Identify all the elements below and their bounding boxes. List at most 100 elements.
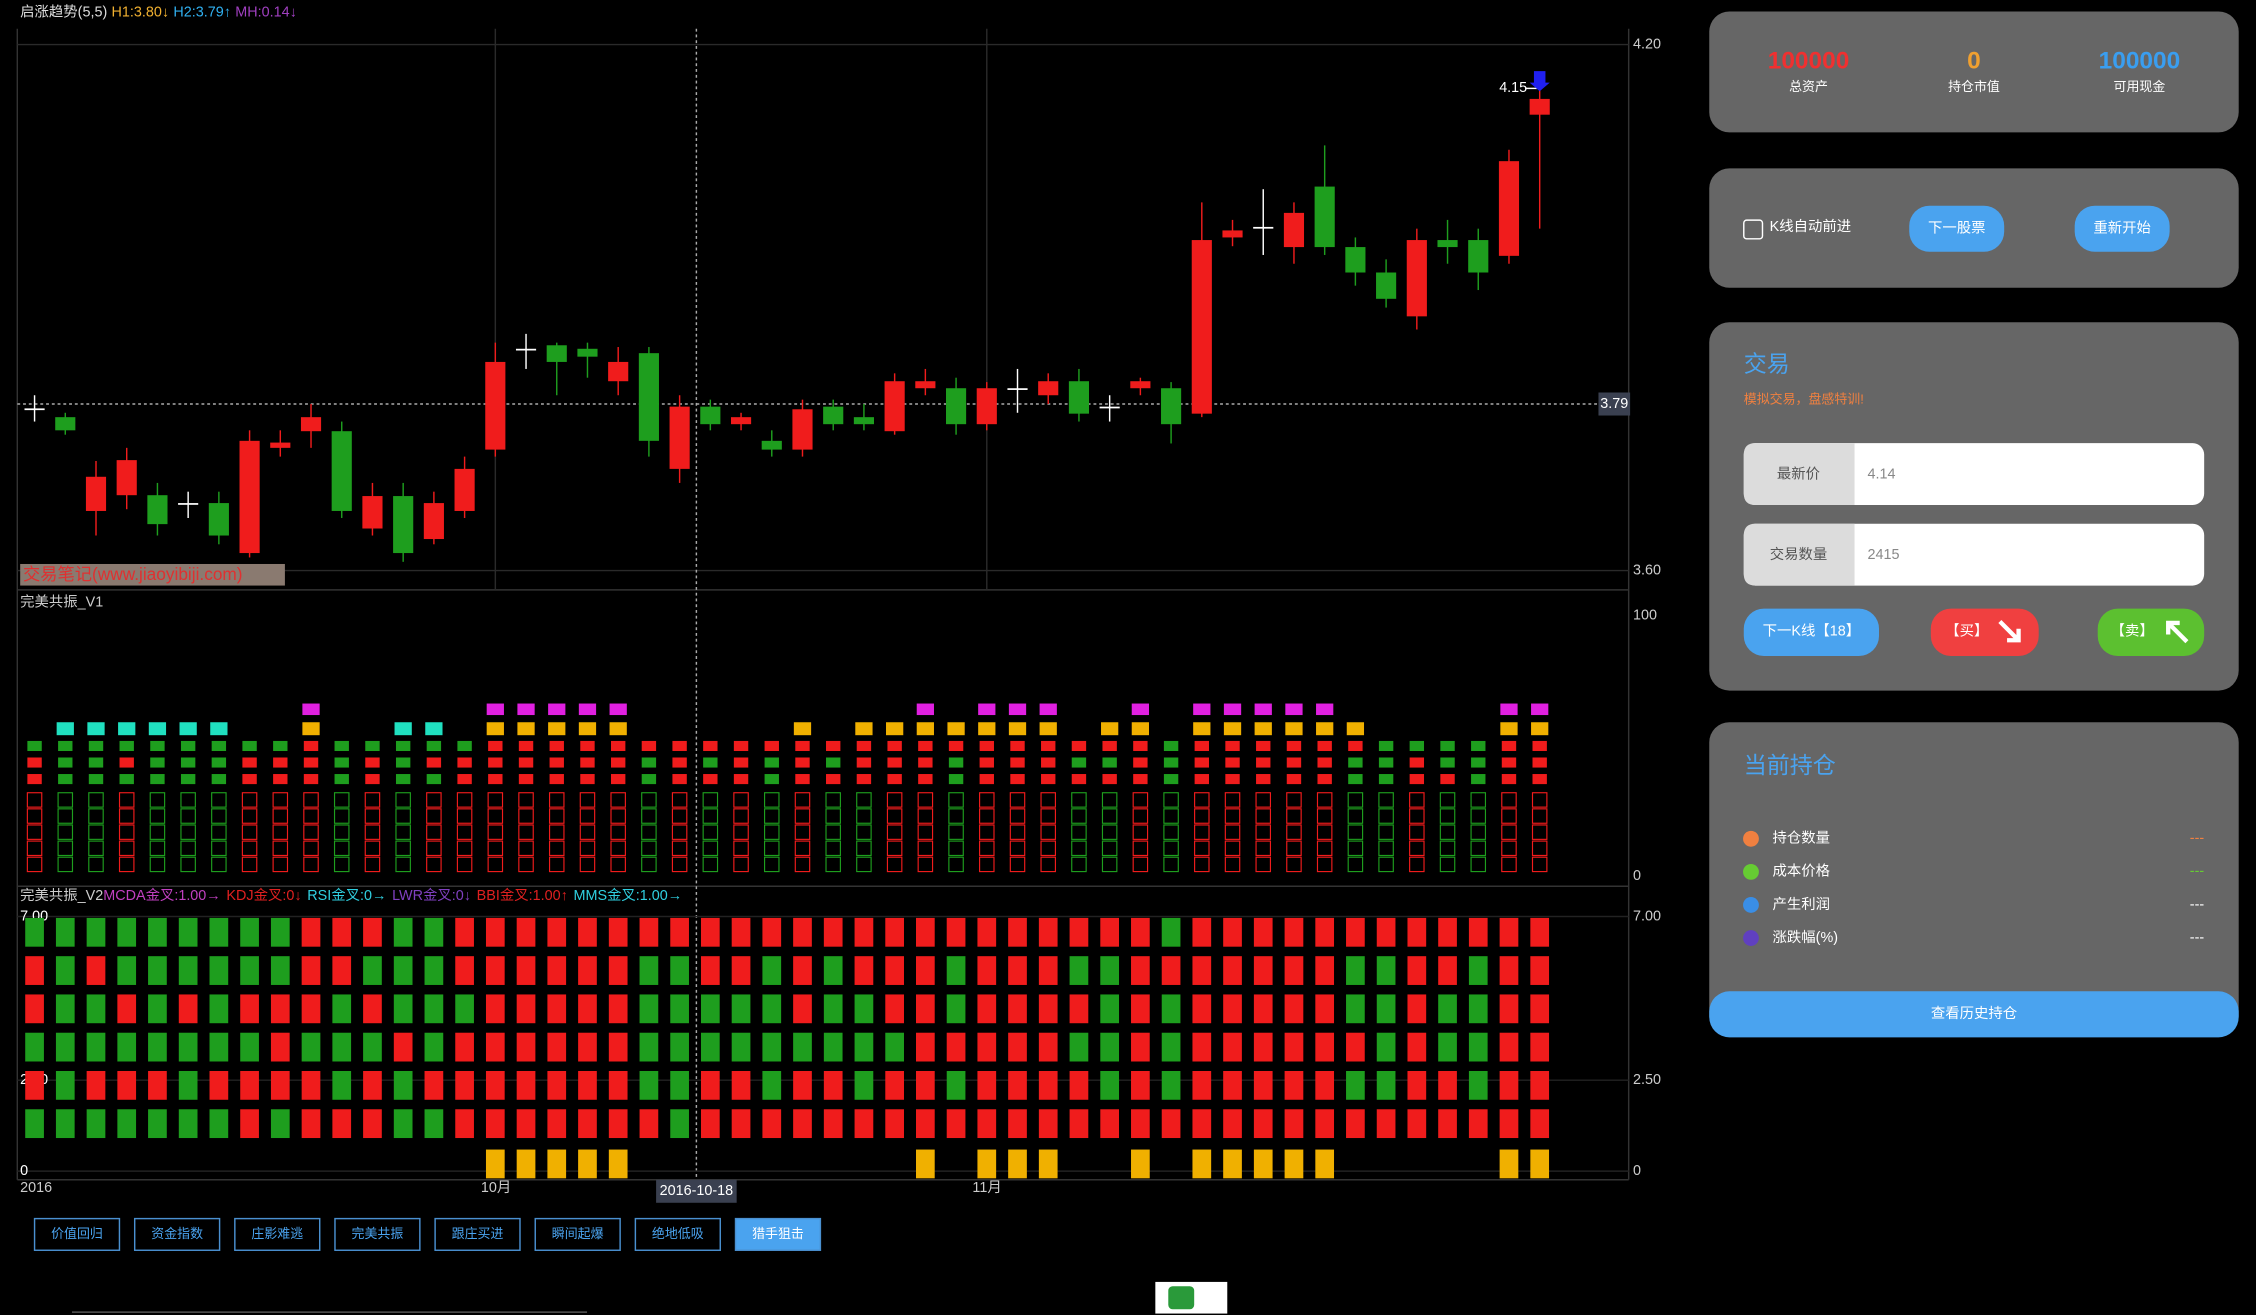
- signal-cell: [332, 1032, 352, 1062]
- signal-fill: [948, 757, 964, 768]
- field-box[interactable]: [1743, 523, 2205, 586]
- signal-box: [1132, 856, 1149, 873]
- history-button[interactable]: [1709, 991, 2239, 1038]
- signal-cell: [793, 956, 812, 985]
- signal-cell: [1407, 994, 1427, 1024]
- signal-cell: [823, 1070, 843, 1100]
- signal-cell: [977, 917, 997, 947]
- tab-button[interactable]: [634, 1217, 721, 1251]
- signal-yellow: [1038, 1149, 1058, 1179]
- restart-button[interactable]: [2074, 205, 2170, 252]
- panel-title: 完美共振_V2: [20, 887, 103, 904]
- signal-box: [764, 840, 780, 857]
- position-value: ---: [2190, 864, 2205, 880]
- candle-body: [823, 406, 844, 425]
- signal-cell: [55, 994, 75, 1024]
- signal-fill: [1163, 757, 1179, 768]
- signal-box: [671, 840, 688, 857]
- checkbox[interactable]: [1743, 219, 1764, 240]
- tab-button[interactable]: [534, 1217, 621, 1251]
- signal-box: [180, 856, 196, 873]
- signal-box: [456, 808, 473, 824]
- candle-body: [1099, 406, 1120, 409]
- signal-box: [118, 792, 135, 808]
- signal-cell: [793, 917, 812, 947]
- signal-cell: [1499, 1109, 1519, 1139]
- signal-box: [794, 824, 811, 840]
- signal-box: [1439, 792, 1456, 808]
- signal-box: [548, 792, 565, 808]
- candle-body: [792, 409, 813, 450]
- signal-fill: [795, 757, 810, 768]
- signal-cell: [1192, 917, 1212, 947]
- signal-cell: [25, 994, 44, 1024]
- signal-cell: [977, 956, 997, 985]
- tab-button[interactable]: [234, 1217, 321, 1251]
- legend-item: MH:0.14↓: [235, 5, 297, 21]
- tab-label: 猎手狙击: [752, 1226, 804, 1241]
- signal-cell: [700, 956, 720, 985]
- signal-fill: [887, 757, 902, 768]
- signal-yellow: [947, 722, 965, 736]
- signal-cell: [516, 1070, 536, 1100]
- signal-yellow: [547, 1149, 567, 1179]
- signal-fill: [518, 757, 534, 768]
- signal-box: [702, 792, 719, 808]
- sell-button[interactable]: [2097, 608, 2205, 657]
- signal-fill: [1256, 774, 1271, 785]
- next-stock-button[interactable]: [1909, 205, 2005, 252]
- signal-fill: [795, 740, 810, 752]
- field-box[interactable]: [1743, 443, 2205, 505]
- signal-cell: [424, 1109, 444, 1139]
- next-candle-button[interactable]: [1743, 608, 1880, 657]
- panel-legend-item: RSI金叉:0→: [307, 887, 386, 904]
- signal-fill: [580, 757, 595, 768]
- signal-cell: [485, 1070, 505, 1100]
- tab-button[interactable]: [33, 1217, 121, 1251]
- signal-yellow: [1253, 1149, 1273, 1179]
- signal-cell: [1315, 994, 1335, 1024]
- signal-cell: [393, 956, 413, 985]
- signal-fill: [1102, 757, 1117, 768]
- candle-body: [362, 496, 383, 529]
- signal-fill: [918, 757, 933, 768]
- signal-cell: [1530, 1070, 1550, 1100]
- signal-box: [702, 824, 719, 840]
- signal-fill: [580, 774, 595, 785]
- signal-cell: [700, 1032, 720, 1062]
- signal-box: [702, 808, 719, 824]
- signal-box: [1347, 840, 1364, 857]
- legend-item: H2:3.79↑: [173, 5, 231, 21]
- signal-yellow: [1223, 1149, 1242, 1179]
- signal-box: [303, 824, 319, 840]
- tab-button[interactable]: [434, 1217, 521, 1251]
- candle-body: [638, 353, 659, 441]
- signal-cell: [1100, 1032, 1120, 1062]
- signal-box: [671, 808, 688, 824]
- signal-cell: [1315, 1070, 1335, 1100]
- tab-button[interactable]: [334, 1217, 421, 1251]
- signal-cell: [547, 1032, 567, 1062]
- tab-button[interactable]: [734, 1217, 822, 1251]
- buy-button[interactable]: [1930, 608, 2039, 657]
- signal-fill: [641, 774, 657, 785]
- tab-button[interactable]: [133, 1217, 221, 1251]
- button-label: 查看历史持仓: [1931, 1005, 2017, 1022]
- signal-box: [149, 808, 166, 824]
- signal-cell: [1530, 1032, 1550, 1062]
- signal-box: [395, 856, 411, 873]
- account-value: 100000: [1768, 47, 1850, 74]
- signal-fill: [242, 740, 257, 752]
- signal-magenta: [486, 703, 504, 716]
- signal-cell: [1008, 1070, 1027, 1100]
- signal-fill: [150, 740, 165, 752]
- signal-box: [548, 808, 565, 824]
- signal-fill: [1317, 757, 1332, 768]
- signal-fill: [1286, 774, 1302, 785]
- signal-box: [641, 808, 657, 824]
- signal-box: [364, 808, 381, 824]
- signal-cell: [516, 994, 536, 1024]
- signal-yellow: [1531, 722, 1549, 736]
- signal-cell: [1284, 1032, 1304, 1062]
- signal-box: [272, 856, 289, 873]
